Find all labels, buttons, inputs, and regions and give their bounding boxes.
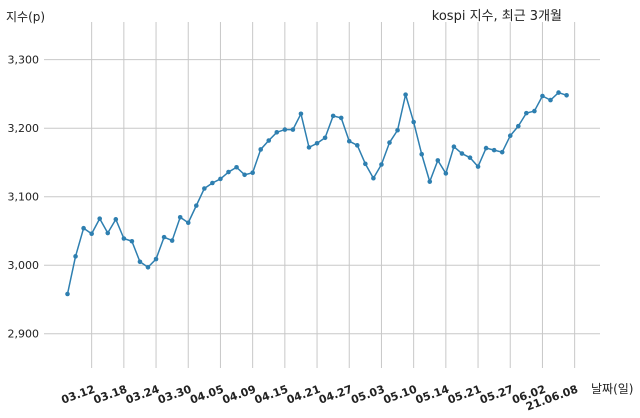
data-point [524,110,529,116]
data-point [185,220,191,226]
data-point [274,130,280,135]
data-point [314,140,320,146]
data-point [556,90,561,95]
data-point [298,111,304,117]
data-point [467,155,473,160]
data-point [322,135,328,141]
data-point [153,256,159,262]
data-point [226,169,231,175]
data-point [403,92,408,97]
data-point [371,175,376,181]
data-point [483,145,489,151]
data-point [507,133,513,139]
data-point [338,115,344,121]
data-point [258,147,264,152]
data-point [443,171,449,176]
data-point [242,172,247,178]
data-point [564,93,569,98]
data-point [379,162,384,167]
data-point [81,225,86,231]
y-tick-label: 2,900 [8,328,40,341]
data-point [282,127,288,132]
data-point [532,108,537,114]
data-point [387,140,392,145]
data-point [105,230,111,236]
y-axis-label: 지수(p) [6,10,46,24]
data-point [435,158,441,163]
data-point [499,149,505,155]
x-axis-label: 날짜(일) [591,382,634,396]
data-point [137,259,143,265]
chart-title: kospi 지수, 최근 3개월 [431,9,562,24]
data-point [129,238,135,244]
data-point [218,176,223,182]
data-point [363,161,368,167]
y-tick-label: 3,000 [8,259,40,272]
data-point [161,234,167,240]
data-point [451,144,457,149]
data-point [97,216,102,221]
data-point [330,113,336,119]
data-point [475,164,481,169]
data-point [234,164,239,170]
data-point [491,147,497,153]
data-point [89,231,94,237]
data-point [266,138,272,143]
data-point [145,264,151,270]
y-tick-label: 3,300 [8,54,40,67]
y-tick-label: 3,200 [8,122,40,135]
data-point [548,97,553,103]
data-point [306,145,312,150]
data-point [73,254,78,259]
data-point [210,180,215,186]
data-point [121,236,127,241]
data-point [113,217,119,222]
data-point [290,127,296,132]
y-tick-label: 3,100 [8,191,40,204]
data-point [177,214,183,220]
data-point [194,203,199,208]
data-point [250,170,255,176]
data-point [346,138,352,144]
data-point [65,291,70,297]
data-point [202,186,207,191]
data-point [516,123,521,129]
data-point [540,93,545,99]
data-point [411,119,416,125]
data-point [427,179,433,184]
data-point [355,143,360,148]
data-point [459,151,465,156]
data-point [419,151,425,157]
data-point [395,127,400,133]
data-point [169,238,175,243]
